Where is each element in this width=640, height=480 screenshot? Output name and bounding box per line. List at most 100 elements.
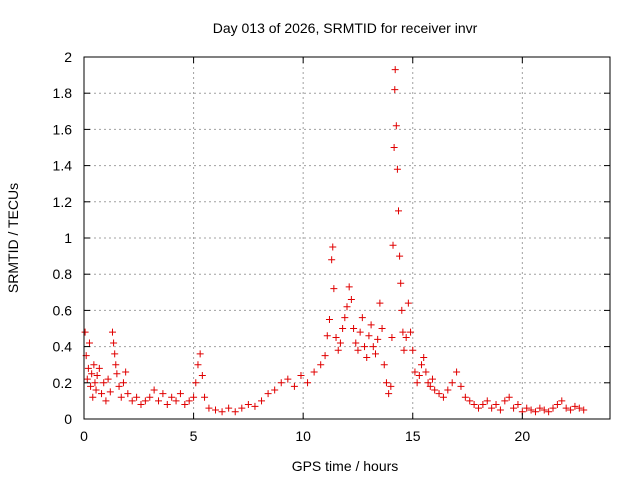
data-point [435,390,443,398]
y-tick-label: 1 [64,230,72,246]
data-point [231,408,239,416]
y-tick-label: 0 [64,411,72,427]
data-point [194,361,202,369]
data-point [336,339,344,347]
data-point [244,401,252,409]
data-point [146,393,154,401]
data-point [133,393,141,401]
data-point [87,382,95,390]
data-point [382,379,390,387]
data-point [343,303,351,311]
data-point [549,404,557,412]
data-point [81,328,89,336]
data-point [536,404,544,412]
data-point [251,402,259,410]
data-point [505,393,513,401]
data-point [98,390,106,398]
data-point [391,66,399,74]
data-point [304,379,312,387]
data-point [562,404,570,412]
data-point [510,404,518,412]
data-point [411,368,419,376]
data-point [347,296,355,304]
data-point [113,370,121,378]
data-point [93,372,101,380]
data-point [196,350,204,358]
data-point [85,339,93,347]
data-point [575,404,583,412]
data-point [111,350,119,358]
data-point [95,364,103,372]
y-tick-label: 0.8 [53,266,73,282]
data-point [90,361,98,369]
x-tick-label: 5 [190,428,198,444]
data-point [92,386,100,394]
data-point [258,397,266,405]
data-point [545,408,553,416]
data-point [141,397,149,405]
data-point [475,404,482,412]
data-point [457,382,465,390]
data-point [150,386,158,394]
data-point [329,243,337,251]
data-point [393,165,401,173]
data-point [567,406,575,414]
data-point [378,325,386,332]
data-point [496,406,504,414]
data-point [395,207,403,215]
data-point [540,406,548,414]
data-point [422,368,430,376]
data-point [439,393,447,401]
data-point [341,314,349,322]
data-point [323,332,331,340]
data-point [128,397,136,405]
data-point [380,361,388,369]
data-point [431,386,439,394]
data-point [115,382,123,390]
data-point [418,361,426,369]
data-point [514,401,522,409]
data-point [488,404,496,412]
data-point [168,393,176,401]
gridlines [84,57,610,419]
data-point [426,382,434,390]
data-point [580,406,588,414]
data-point [558,397,566,405]
y-tick-label: 0.2 [53,375,73,391]
data-point [400,346,408,354]
plot-frame [83,56,611,420]
data-point [415,372,423,380]
data-point [284,375,292,383]
data-point [102,397,110,405]
data-point [479,401,487,409]
data-point [88,370,96,378]
data-point [201,393,209,401]
data-point [363,353,371,361]
data-point [155,397,163,405]
data-point [398,306,406,314]
x-axis-label: GPS time / hours [292,458,399,474]
data-point [387,382,395,390]
data-point [391,86,399,94]
data-point [461,393,469,401]
chart-title: Day 013 of 2026, SRMTID for receiver inv… [213,20,478,36]
data-point [444,386,452,394]
data-point [190,393,198,401]
data-point [110,339,118,347]
data-point [531,408,539,416]
data-point [212,406,219,414]
data-point [310,368,318,376]
data-point [238,404,246,412]
data-point [448,379,456,387]
data-point [117,393,125,401]
data-point [124,390,132,398]
data-point [176,390,184,398]
data-point [192,379,200,387]
data-points [81,66,588,416]
data-point [91,379,99,387]
data-point [317,361,325,369]
data-point [297,372,305,380]
data-point [399,328,407,336]
data-point [112,361,120,369]
